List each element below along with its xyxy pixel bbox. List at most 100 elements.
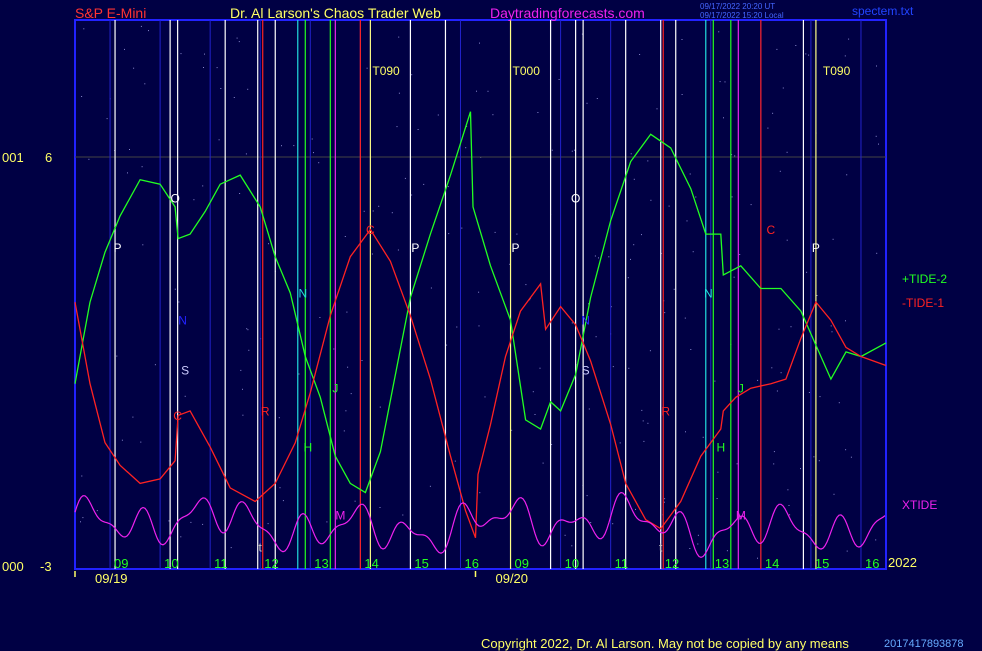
background-speck (684, 317, 686, 319)
hour-tick-label: 14 (364, 556, 378, 571)
background-speck (789, 514, 791, 516)
background-speck (236, 37, 238, 39)
event-label: S (582, 364, 590, 378)
background-speck (833, 493, 835, 495)
background-speck (838, 402, 840, 404)
background-speck (430, 287, 432, 289)
background-speck (608, 256, 610, 258)
background-speck (379, 406, 381, 408)
background-speck (180, 536, 182, 538)
background-speck (318, 162, 320, 164)
background-speck (739, 254, 741, 255)
background-speck (786, 239, 788, 241)
background-speck (773, 463, 775, 465)
hour-tick-label: 13 (314, 556, 328, 571)
background-speck (800, 468, 801, 470)
event-label: S (181, 364, 189, 378)
background-speck (479, 42, 480, 44)
background-speck (81, 475, 83, 477)
background-speck (204, 53, 205, 55)
event-label: P (114, 241, 122, 255)
event-label: J (332, 382, 338, 396)
background-speck (446, 344, 448, 346)
background-speck (719, 81, 721, 83)
background-speck (245, 153, 247, 155)
background-speck (233, 97, 235, 98)
event-label: C (173, 409, 182, 423)
background-speck (581, 33, 583, 35)
background-speck (80, 521, 81, 523)
background-speck (778, 328, 780, 330)
event-label: C (767, 223, 776, 237)
background-speck (668, 205, 670, 207)
background-speck (686, 220, 688, 222)
background-speck (371, 253, 373, 255)
background-speck (869, 560, 871, 562)
background-speck (685, 431, 686, 433)
copyright-notice: Copyright 2022, Dr. Al Larson. May not b… (481, 636, 849, 651)
event-label: P (411, 241, 419, 255)
timestamp-ut: 09/17/2022 20:20 UT (700, 2, 776, 11)
hour-tick-label: 12 (264, 556, 278, 571)
background-speck (532, 391, 534, 393)
background-speck (630, 153, 632, 155)
background-speck (82, 517, 84, 519)
background-speck (612, 523, 614, 525)
background-speck (642, 420, 644, 422)
background-speck (786, 151, 788, 153)
background-speck (372, 210, 374, 212)
background-speck (816, 295, 818, 296)
background-speck (411, 74, 413, 76)
background-speck (726, 550, 728, 552)
background-speck (750, 204, 752, 206)
background-speck (724, 81, 726, 83)
background-speck (830, 325, 832, 327)
background-speck (596, 98, 598, 99)
background-speck (595, 336, 597, 338)
hour-tick-label: 09 (114, 556, 128, 571)
event-label: N (704, 287, 713, 301)
background-speck (610, 306, 612, 308)
event-label: P (512, 241, 520, 255)
background-speck (129, 149, 130, 150)
background-speck (242, 388, 243, 390)
event-label: R (661, 404, 670, 418)
background-speck (326, 521, 328, 523)
event-label: N (178, 314, 187, 328)
background-speck (402, 514, 404, 516)
background-speck (757, 379, 759, 381)
background-speck (739, 518, 741, 520)
background-speck (96, 510, 98, 512)
background-speck (806, 271, 808, 273)
series-line-xtide (74, 491, 886, 559)
background-speck (203, 67, 204, 68)
background-speck (846, 174, 848, 176)
background-speck (456, 326, 458, 328)
background-speck (619, 442, 621, 444)
background-speck (202, 523, 204, 525)
background-speck (649, 350, 651, 352)
background-speck (628, 367, 630, 369)
background-speck (782, 87, 784, 89)
timing-marker-label: T000 (513, 64, 541, 78)
background-speck (487, 90, 489, 92)
background-speck (813, 456, 815, 458)
background-speck (633, 178, 635, 180)
background-speck (397, 249, 399, 251)
hour-tick-label: 10 (164, 556, 178, 571)
background-speck (168, 520, 170, 522)
background-speck (819, 396, 821, 398)
background-speck (447, 186, 449, 188)
background-speck (878, 143, 879, 145)
hour-tick-label: 15 (815, 556, 829, 571)
background-speck (718, 31, 720, 33)
background-speck (354, 500, 356, 502)
background-speck (633, 244, 635, 246)
background-speck (466, 125, 468, 127)
site-link[interactable]: Daytradingforecasts.com (490, 5, 645, 21)
background-speck (586, 495, 588, 497)
background-speck (344, 236, 346, 237)
background-speck (788, 505, 790, 506)
chart-title: Dr. Al Larson's Chaos Trader Web (230, 5, 441, 21)
event-label: t (259, 540, 263, 554)
